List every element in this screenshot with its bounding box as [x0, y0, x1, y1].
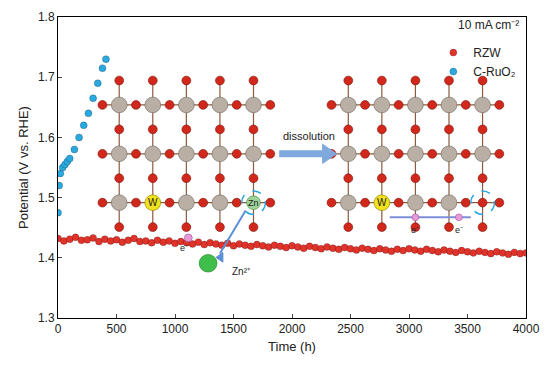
svg-text:dissolution: dissolution	[283, 130, 335, 142]
svg-text:1.5: 1.5	[38, 191, 55, 205]
svg-text:1500: 1500	[220, 322, 247, 336]
svg-text:W: W	[148, 197, 158, 208]
svg-text:Zn: Zn	[248, 198, 259, 208]
svg-text:Potential (V vs. RHE): Potential (V vs. RHE)	[16, 106, 31, 229]
svg-text:2500: 2500	[337, 322, 364, 336]
svg-text:W: W	[377, 197, 387, 208]
svg-text:e⁻: e⁻	[180, 243, 188, 253]
svg-text:500: 500	[106, 322, 126, 336]
svg-text:e⁻: e⁻	[455, 225, 463, 235]
svg-text:1.8: 1.8	[38, 10, 55, 24]
svg-text:1000: 1000	[162, 322, 189, 336]
svg-text:RZW: RZW	[473, 46, 501, 60]
svg-text:3500: 3500	[454, 322, 481, 336]
svg-text:2000: 2000	[279, 322, 306, 336]
svg-text:C-RuO₂: C-RuO₂	[473, 65, 515, 79]
svg-text:Time (h): Time (h)	[268, 339, 316, 354]
svg-text:1.3: 1.3	[38, 311, 55, 325]
svg-text:1.4: 1.4	[38, 251, 55, 265]
svg-text:1.6: 1.6	[38, 131, 55, 145]
svg-text:e⁻: e⁻	[411, 225, 419, 235]
svg-text:3000: 3000	[396, 322, 423, 336]
svg-text:10 mA cm⁻²: 10 mA cm⁻²	[458, 18, 519, 32]
svg-text:4000: 4000	[513, 322, 540, 336]
svg-text:0: 0	[55, 322, 62, 336]
svg-text:Zn²⁺: Zn²⁺	[232, 266, 251, 277]
svg-text:1.7: 1.7	[38, 70, 55, 84]
